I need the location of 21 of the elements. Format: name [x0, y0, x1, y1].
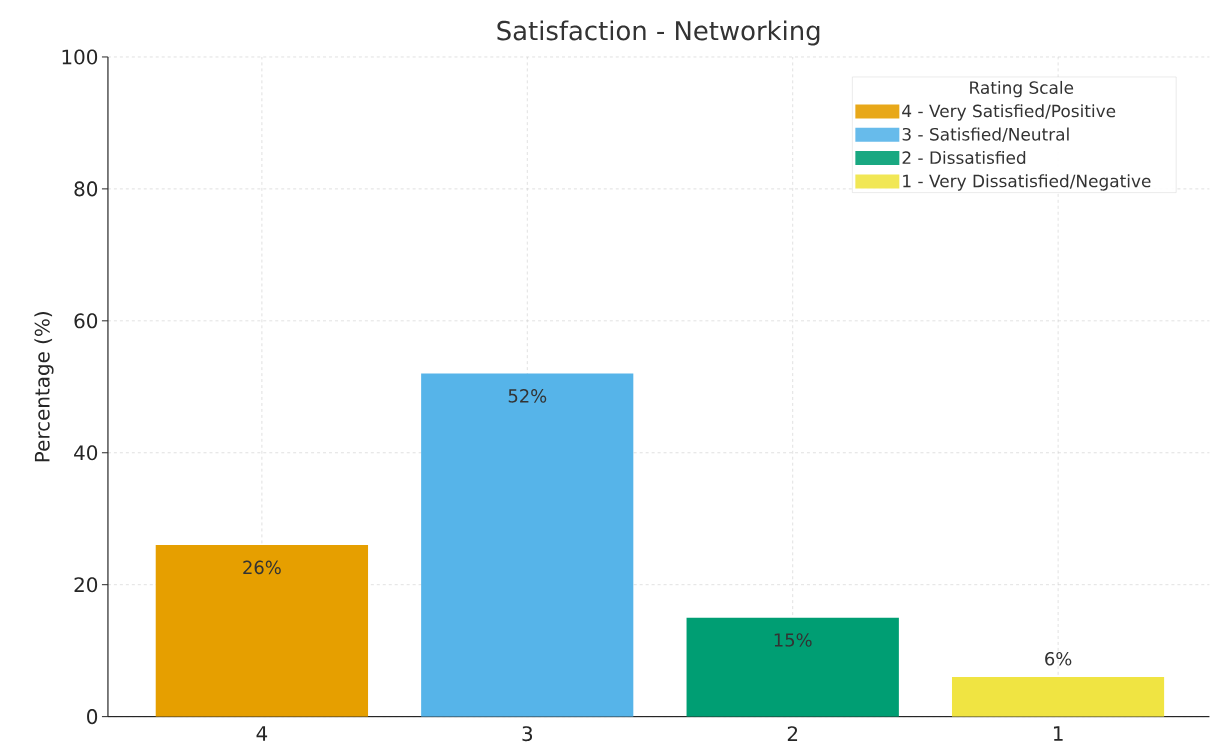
legend-label: 2 - Dissatisfied [902, 151, 1026, 165]
y-tick-label: 0 [87, 709, 98, 725]
x-tick-label: 4 [256, 726, 268, 741]
data-label: 6% [1045, 652, 1072, 666]
legend-label: 3 - Satisfied/Neutral [902, 127, 1069, 143]
y-tick-label: 40 [74, 445, 98, 461]
y-tick-label: 80 [74, 181, 98, 197]
data-label: 52% [508, 389, 547, 403]
y-tick-label: 60 [74, 313, 98, 329]
y-tick-label: 20 [74, 577, 98, 593]
x-tick-label: 3 [522, 726, 533, 742]
x-tick-label: 2 [787, 726, 798, 742]
x-tick-label: 1 [1053, 726, 1063, 741]
data-label: 26% [243, 560, 281, 575]
legend-label: 4 - Very Satisfied/Positive [902, 104, 1116, 121]
y-axis-title: Percentage (%) [34, 312, 54, 462]
y-tick-label: 100 [62, 49, 98, 65]
data-label: 15% [774, 633, 812, 647]
legend-title: Rating Scale [970, 81, 1074, 98]
chart-title: Satisfaction - Networking [497, 20, 820, 46]
legend-label: 1 - Very Dissatisfied/Negative [903, 174, 1151, 191]
